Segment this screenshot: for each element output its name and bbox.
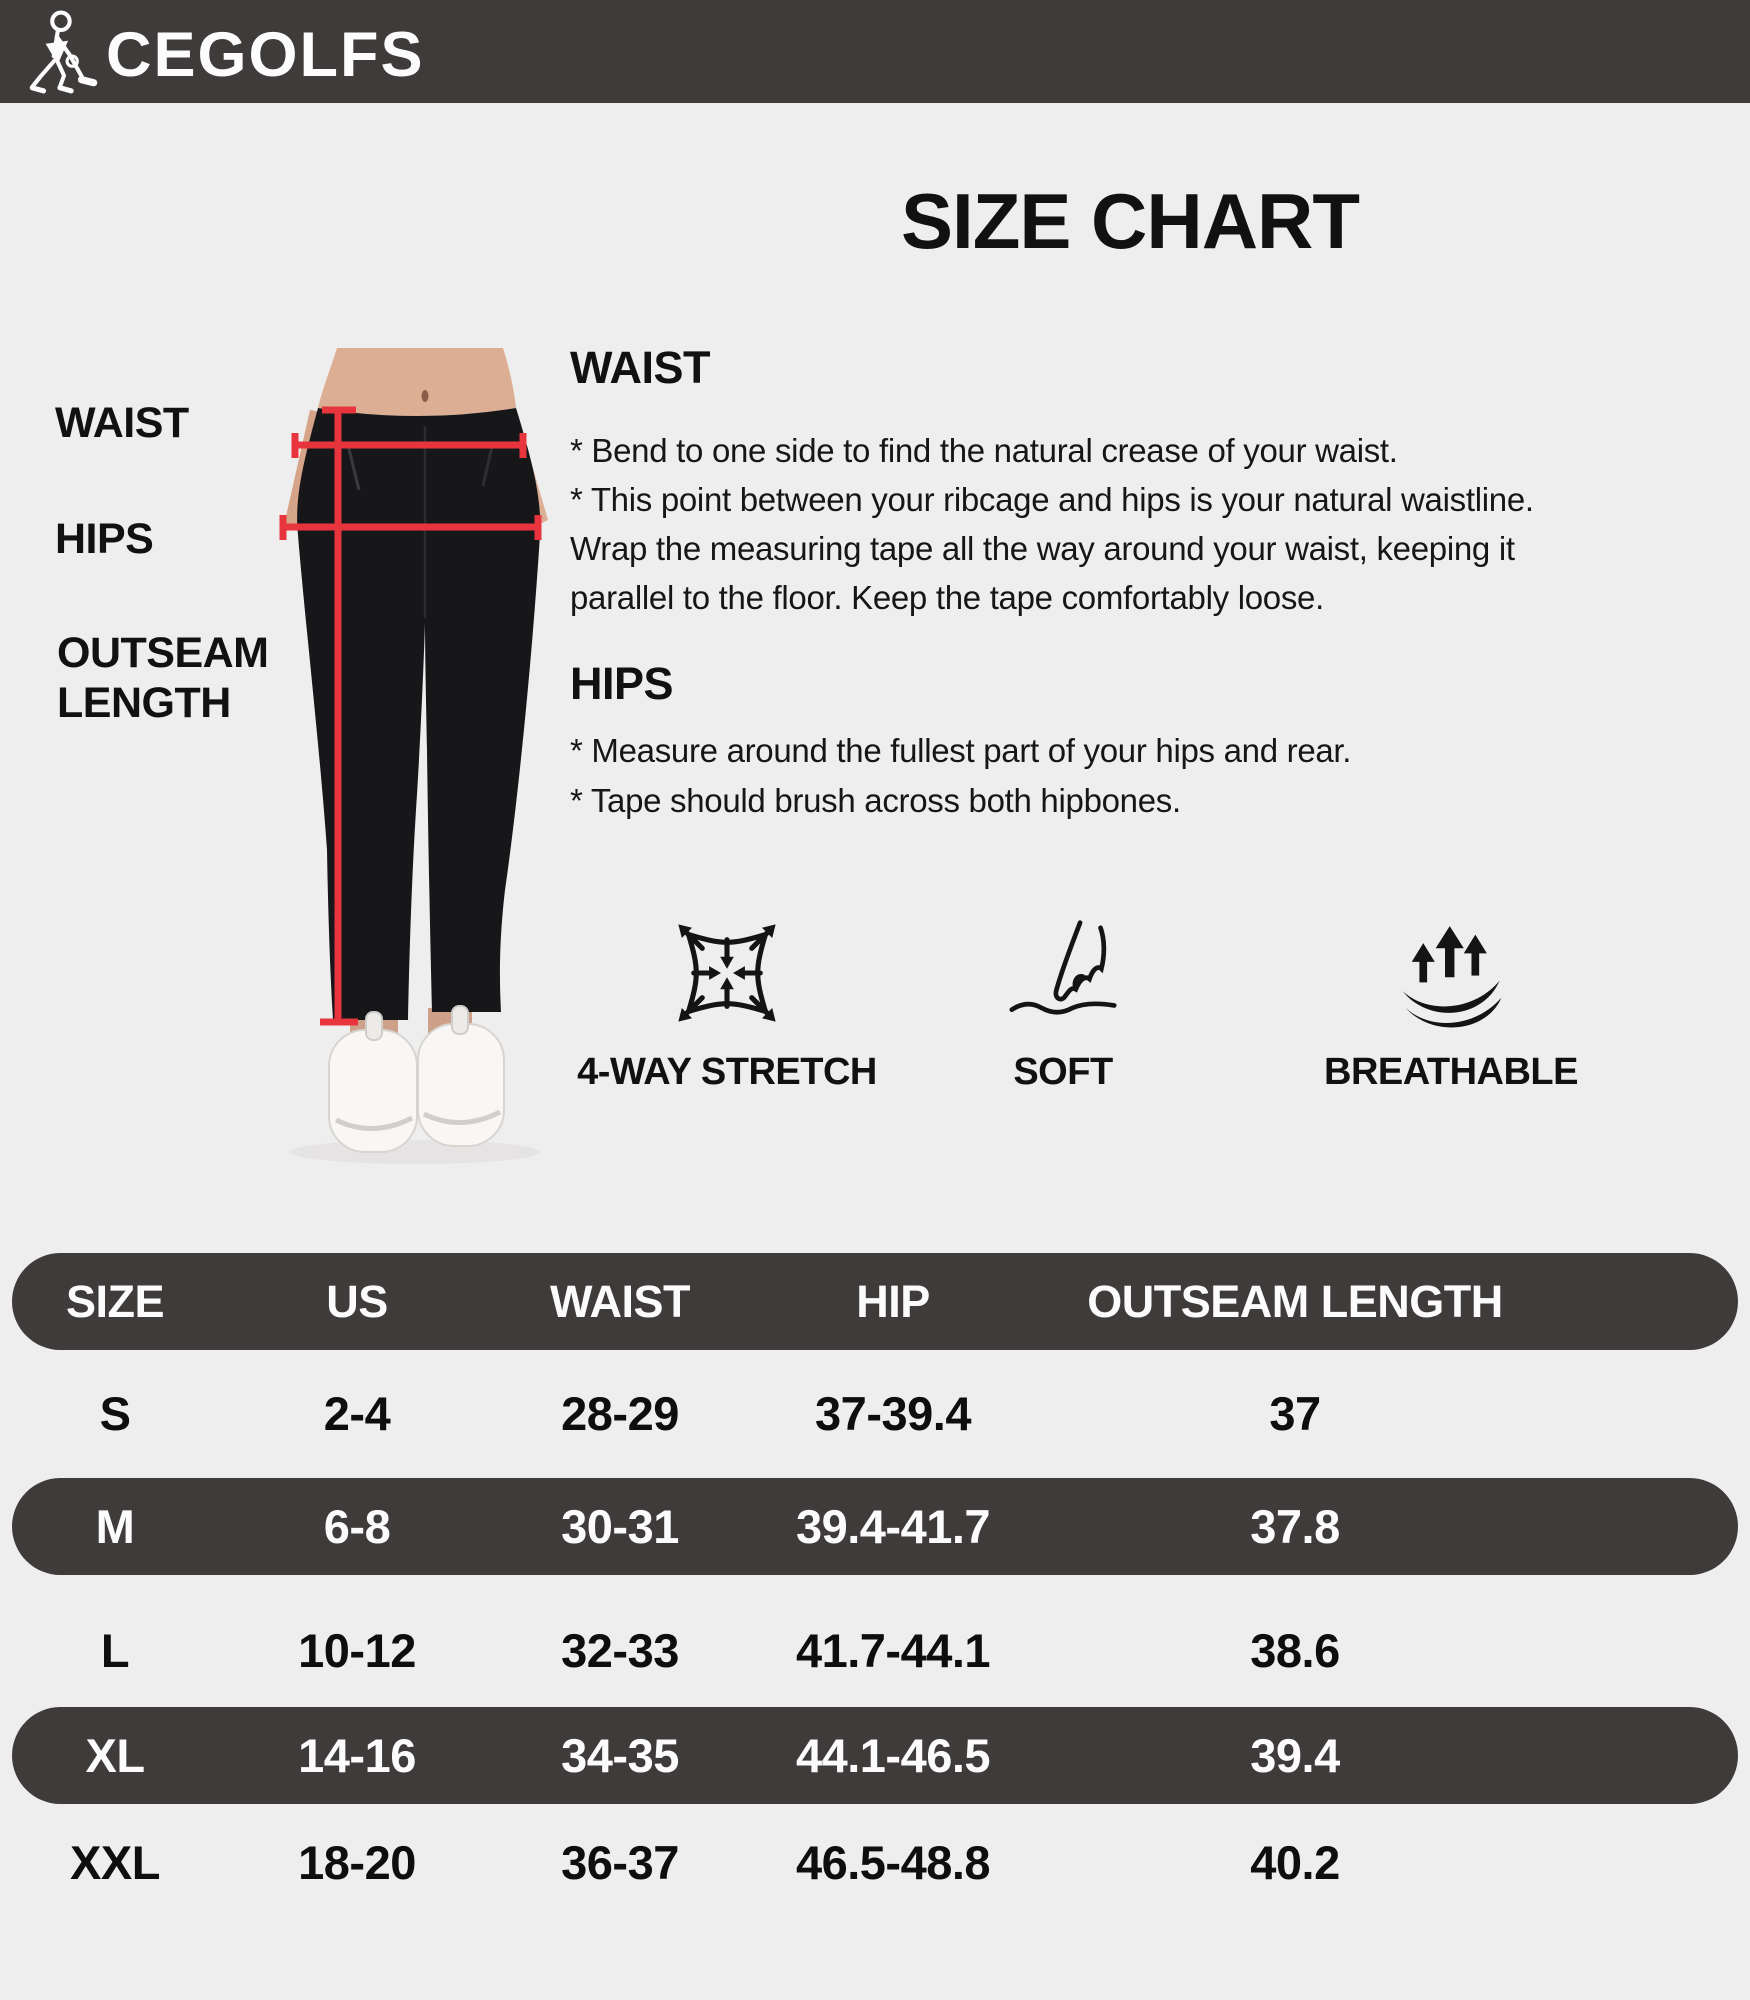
cell-us: 2-4 bbox=[323, 1387, 391, 1440]
feature-4-way-stretch: 4-WAY STRETCH bbox=[557, 905, 897, 1094]
table-row-xl: XL 14-16 34-35 44.1-46.5 39.4 bbox=[12, 1707, 1738, 1804]
column-header-hip: HIP bbox=[856, 1275, 930, 1327]
cell-size: XXL bbox=[70, 1836, 160, 1889]
page-title: SIZE CHART bbox=[901, 177, 1360, 265]
outseam-label-line1: OUTSEAM bbox=[57, 629, 269, 677]
hips-instruction-line: * Measure around the fullest part of you… bbox=[570, 732, 1352, 769]
cell-hip: 37-39.4 bbox=[815, 1387, 971, 1440]
feature-label: BREATHABLE bbox=[1324, 1051, 1578, 1093]
outseam-measure-label: OUTSEAM LENGTH bbox=[57, 628, 269, 728]
cell-us: 10-12 bbox=[298, 1624, 416, 1677]
cell-waist: 32-33 bbox=[561, 1624, 679, 1677]
cell-outseam: 38.6 bbox=[1250, 1624, 1340, 1677]
hips-instructions: * Measure around the fullest part of you… bbox=[570, 726, 1351, 826]
hips-section-heading: HIPS bbox=[570, 658, 674, 709]
waist-instruction-line: Wrap the measuring tape all the way arou… bbox=[570, 530, 1515, 567]
waist-section-heading: WAIST bbox=[570, 342, 711, 393]
column-header-size: SIZE bbox=[65, 1275, 165, 1327]
measurement-lines bbox=[279, 406, 542, 1026]
outseam-label-line2: LENGTH bbox=[57, 679, 231, 727]
cell-hip: 41.7-44.1 bbox=[795, 1624, 991, 1677]
waist-instruction-line: parallel to the floor. Keep the tape com… bbox=[570, 579, 1324, 616]
cell-size: M bbox=[95, 1500, 135, 1553]
cell-waist: 28-29 bbox=[561, 1387, 679, 1440]
cell-waist: 34-35 bbox=[561, 1729, 679, 1782]
feature-breathable: BREATHABLE bbox=[1281, 905, 1621, 1094]
column-header-waist: WAIST bbox=[550, 1275, 691, 1327]
table-row-s: S 2-4 28-29 37-39.4 37 bbox=[12, 1365, 1738, 1462]
column-header-outseam: OUTSEAM LENGTH bbox=[1087, 1275, 1503, 1327]
4-way-stretch-icon bbox=[663, 905, 791, 1037]
cell-outseam: 37.8 bbox=[1250, 1500, 1340, 1553]
cell-hip: 44.1-46.5 bbox=[795, 1729, 991, 1782]
waist-instruction-line: * This point between your ribcage and hi… bbox=[570, 481, 1534, 518]
cell-us: 6-8 bbox=[323, 1500, 391, 1553]
brand-header: CEGOLFS bbox=[0, 0, 1750, 103]
cell-outseam: 39.4 bbox=[1250, 1729, 1340, 1782]
feature-soft: SOFT bbox=[893, 905, 1233, 1094]
waist-instruction-line: * Bend to one side to find the natural c… bbox=[570, 432, 1398, 469]
cell-size: XL bbox=[85, 1729, 145, 1782]
cell-outseam: 37 bbox=[1269, 1387, 1321, 1440]
table-row-m: M 6-8 30-31 39.4-41.7 37.8 bbox=[12, 1478, 1738, 1575]
model-figure bbox=[180, 330, 580, 1170]
cell-us: 14-16 bbox=[298, 1729, 416, 1782]
size-table-header: SIZE US WAIST HIP OUTSEAM LENGTH bbox=[12, 1253, 1738, 1350]
cell-us: 18-20 bbox=[298, 1836, 416, 1889]
table-row-l: L 10-12 32-33 41.7-44.1 38.6 bbox=[12, 1602, 1738, 1699]
brand-logo: CEGOLFS bbox=[26, 8, 425, 96]
cell-waist: 30-31 bbox=[561, 1500, 679, 1553]
hips-instruction-line: * Tape should brush across both hipbones… bbox=[570, 782, 1181, 819]
cell-hip: 46.5-48.8 bbox=[795, 1836, 991, 1889]
column-header-us: US bbox=[326, 1275, 388, 1327]
cell-hip: 39.4-41.7 bbox=[795, 1500, 991, 1553]
table-row-xxl: XXL 18-20 36-37 46.5-48.8 40.2 bbox=[12, 1814, 1738, 1911]
brand-name: CEGOLFS bbox=[106, 19, 425, 90]
feature-label: SOFT bbox=[1013, 1051, 1113, 1093]
cell-size: S bbox=[99, 1387, 131, 1440]
cell-outseam: 40.2 bbox=[1250, 1836, 1340, 1889]
feature-row: 4-WAY STRETCH SOFT bbox=[0, 905, 1750, 1105]
hips-measure-label: HIPS bbox=[55, 515, 154, 563]
waist-measure-label: WAIST bbox=[55, 399, 189, 447]
cell-waist: 36-37 bbox=[561, 1836, 679, 1889]
feature-label: 4-WAY STRETCH bbox=[577, 1051, 877, 1093]
breathable-icon bbox=[1387, 905, 1515, 1037]
model-illustration bbox=[279, 348, 548, 1164]
waist-instructions: * Bend to one side to find the natural c… bbox=[570, 426, 1534, 622]
soft-hand-icon bbox=[999, 905, 1127, 1037]
cell-size: L bbox=[100, 1624, 130, 1677]
golfer-icon bbox=[26, 9, 100, 95]
